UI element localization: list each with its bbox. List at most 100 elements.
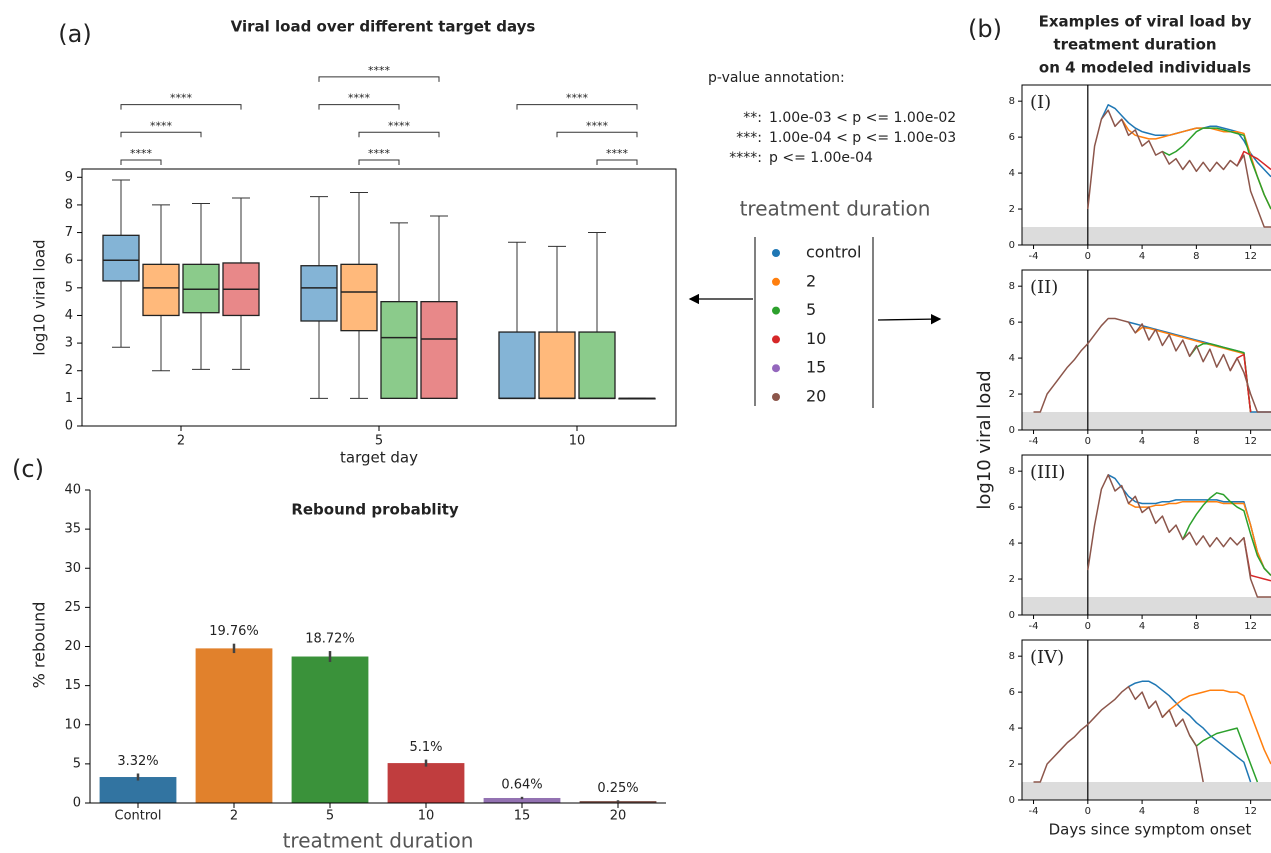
y-tick-label: 0 (73, 796, 81, 811)
y-tick-label: 8 (1009, 281, 1015, 292)
pvalue-title: p-value annotation: (708, 70, 845, 86)
legend-marker (772, 393, 780, 401)
legend-label: control (806, 243, 861, 262)
x-tick-label: 2 (230, 809, 238, 824)
y-tick-label: 6 (65, 253, 73, 268)
y-tick-label: 0 (1009, 795, 1015, 806)
box (380, 300, 418, 400)
series-line (1107, 474, 1271, 576)
legend-marker (772, 364, 780, 373)
x-tick-label: 4 (1139, 436, 1145, 447)
y-tick-label: 0 (65, 419, 73, 434)
significance-label: **** (566, 92, 589, 105)
x-tick-label: 12 (1244, 806, 1257, 817)
series-line (1128, 500, 1271, 576)
detection-limit-band (1022, 597, 1271, 615)
x-tick-label: 10 (418, 809, 435, 824)
value-label: 0.25% (597, 781, 638, 796)
x-tick-label: 4 (1139, 806, 1145, 817)
detection-limit-band (1022, 412, 1271, 430)
y-tick-label: 15 (64, 678, 81, 693)
x-tick-label: 15 (514, 809, 531, 824)
box (420, 300, 458, 400)
y-tick-label: 8 (1009, 96, 1015, 107)
significance-bracket (596, 159, 638, 165)
bar (195, 648, 273, 803)
value-label: 18.72% (305, 632, 355, 647)
value-label: 0.64% (501, 777, 542, 792)
y-tick-label: 6 (1009, 317, 1015, 328)
significance-bracket (120, 159, 162, 165)
x-tick-label: Control (115, 809, 162, 824)
plot-frame (81, 168, 677, 427)
series-line (1189, 342, 1252, 413)
y-tick-label: 8 (65, 197, 73, 212)
bar (291, 656, 369, 803)
box (538, 331, 576, 400)
y-tick-label: 5 (73, 756, 81, 771)
significance-label: **** (586, 119, 609, 132)
x-tick-label: 10 (569, 434, 586, 449)
pvalue-marker: ****: (729, 150, 762, 166)
significance-bracket (120, 104, 242, 110)
significance-label: **** (388, 119, 411, 132)
y-axis-label: % rebound (30, 602, 49, 689)
significance-label: **** (368, 64, 391, 77)
significance-bracket (358, 159, 400, 165)
y-tick-label: 6 (1009, 687, 1015, 698)
x-tick-label: 0 (1085, 806, 1091, 817)
x-tick-label: 5 (375, 434, 383, 449)
detection-limit-band (1022, 782, 1271, 800)
detection-limit-band (1022, 227, 1271, 245)
series-line (1033, 317, 1271, 413)
legend-title: treatment duration (740, 197, 931, 221)
significance-label: **** (150, 119, 173, 132)
box (340, 263, 378, 332)
x-tick-label: 12 (1244, 621, 1257, 632)
series-line (1162, 127, 1271, 210)
series-line (1188, 727, 1259, 783)
pvalue-marker: ***: (736, 130, 762, 146)
significance-label: **** (170, 92, 193, 105)
legend-label: 15 (806, 358, 826, 377)
plot-frame (1021, 639, 1271, 801)
legend-marker (772, 277, 780, 286)
box (142, 263, 180, 317)
series-line (1087, 109, 1271, 228)
chart-title: Examples of viral load by (1039, 13, 1252, 31)
arrow-to-b (877, 313, 942, 325)
y-tick-label: 2 (1009, 574, 1015, 585)
value-label: 19.76% (209, 624, 259, 639)
pvalue-text: p <= 1.00e-04 (769, 150, 873, 166)
value-label: 3.32% (117, 754, 158, 769)
value-label: 5.1% (409, 740, 442, 755)
y-tick-label: 25 (64, 600, 81, 615)
pvalue-marker: **: (743, 110, 762, 126)
y-tick-label: 0 (1009, 425, 1015, 436)
box (578, 331, 616, 400)
legend-marker (772, 306, 780, 315)
bar (579, 801, 657, 803)
y-tick-label: 4 (1009, 723, 1015, 734)
plot-frame (1021, 84, 1271, 246)
legend-label: 5 (806, 300, 816, 319)
y-tick-label: 2 (1009, 389, 1015, 400)
bar (99, 777, 177, 803)
box (300, 265, 338, 322)
panel-label: (a) (58, 20, 91, 48)
y-tick-label: 4 (1009, 168, 1015, 179)
x-tick-label: 0 (1085, 436, 1091, 447)
y-tick-label: 7 (65, 225, 73, 240)
significance-bracket (318, 76, 440, 82)
pvalue-text: 1.00e-04 < p <= 1.00e-03 (769, 130, 956, 146)
y-tick-label: 20 (64, 639, 81, 654)
y-tick-label: 6 (1009, 502, 1015, 513)
panel-label: (c) (12, 455, 44, 483)
subplot-label: (I) (1030, 92, 1051, 113)
significance-label: **** (130, 147, 153, 160)
x-tick-label: 2 (177, 434, 185, 449)
series-line (1087, 474, 1271, 598)
y-tick-label: 0 (1009, 610, 1015, 621)
